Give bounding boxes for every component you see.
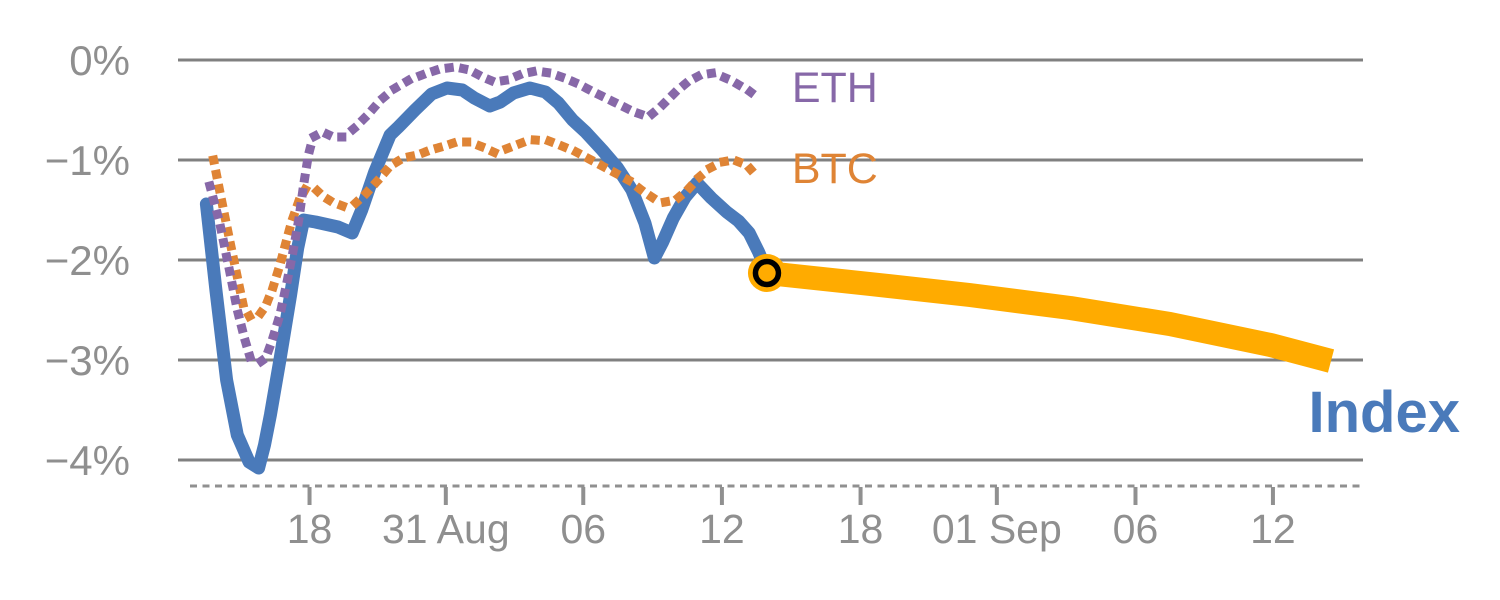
eth-line <box>204 62 767 368</box>
x-tick-label: 12 <box>699 506 745 552</box>
x-tick-label: 01 Sep <box>932 506 1062 552</box>
btc-series-label: BTC <box>792 145 878 193</box>
index-projection-line <box>765 261 1335 373</box>
btc-line <box>208 135 767 323</box>
projection-marker <box>752 258 782 288</box>
x-tick-label: 12 <box>1250 506 1296 552</box>
x-tick-label: 18 <box>838 506 884 552</box>
y-tick-label: −3% <box>45 337 130 384</box>
x-tick-label: 18 <box>287 506 333 552</box>
y-tick-label: 0% <box>69 37 130 84</box>
eth-series-label: ETH <box>792 64 878 112</box>
x-tick-label: 06 <box>1113 506 1159 552</box>
x-tick-label: 06 <box>560 506 606 552</box>
index-series-label: Index <box>1308 380 1460 445</box>
x-tick-label: 31 Aug <box>382 506 510 552</box>
y-tick-label: −4% <box>45 437 130 484</box>
index-line <box>199 81 774 475</box>
y-tick-label: −1% <box>45 137 130 184</box>
y-tick-label: −2% <box>45 237 130 284</box>
